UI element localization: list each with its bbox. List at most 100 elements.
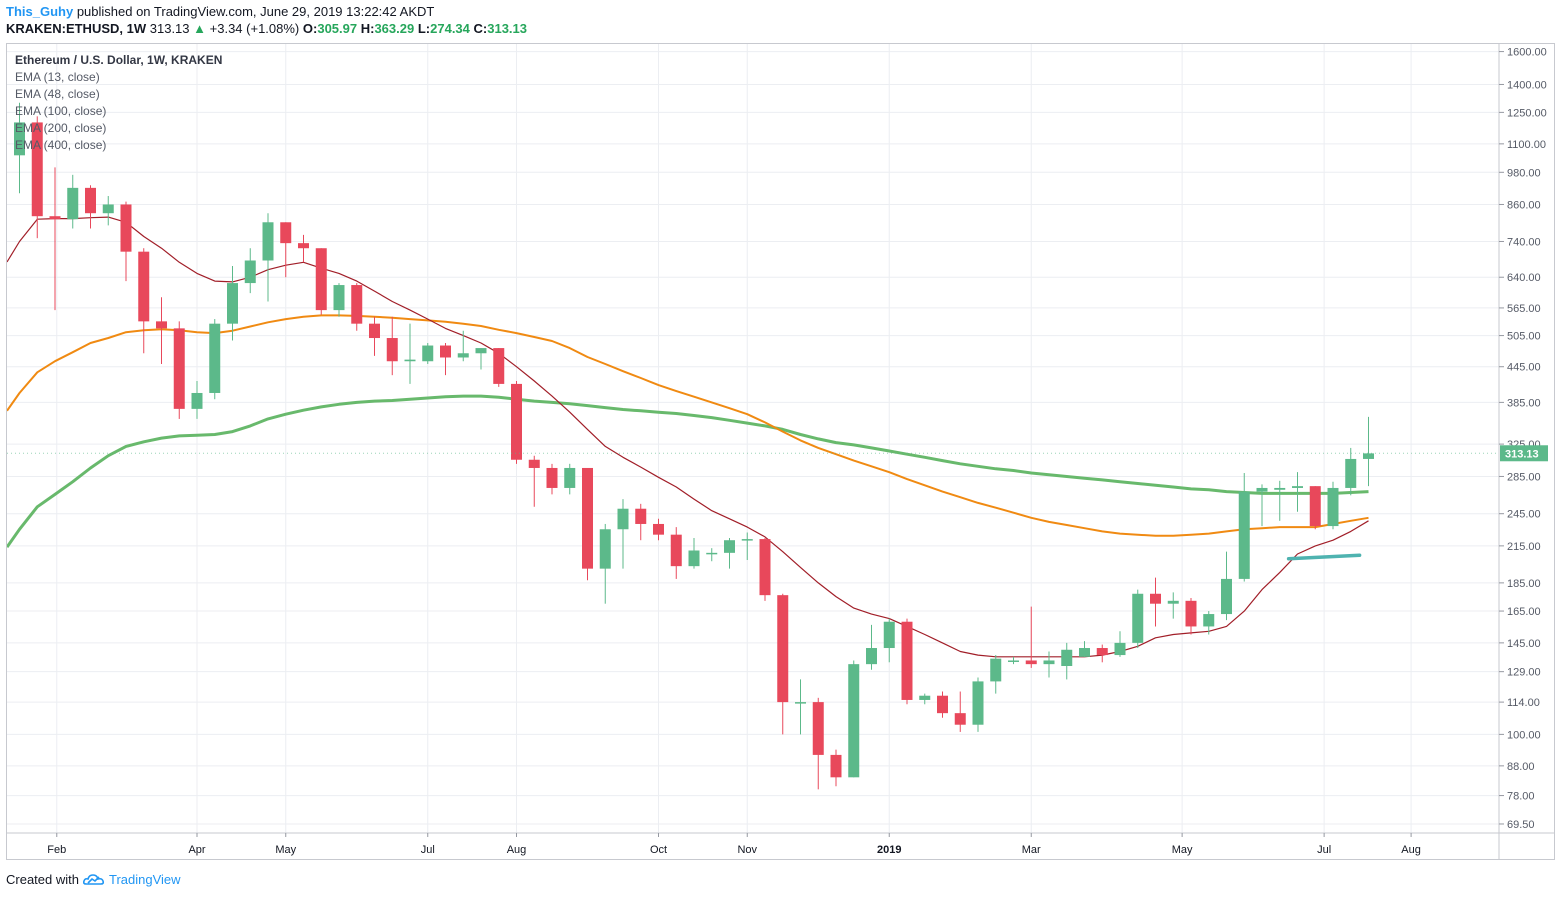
candle-body	[599, 529, 611, 569]
legend-ema-100[interactable]: EMA (100, close)	[15, 104, 107, 118]
price-axis-label: 640.00	[1507, 272, 1541, 284]
candle-body	[546, 467, 558, 488]
candle	[688, 537, 700, 569]
candle-body	[138, 251, 150, 322]
time-axis-label: May	[1172, 844, 1193, 856]
candle	[493, 348, 505, 387]
candle	[209, 319, 221, 400]
created-with-text: Created with	[6, 872, 79, 887]
open-label: O:	[302, 21, 318, 36]
candle-body	[1185, 600, 1197, 627]
candle	[1132, 589, 1144, 649]
candle-body	[617, 508, 629, 530]
candle-body	[635, 508, 647, 524]
chart-legend: Ethereum / U.S. Dollar, 1W, KRAKEN EMA (…	[15, 52, 222, 154]
candle-body	[404, 359, 416, 362]
price-axis-label: 78.00	[1507, 791, 1535, 803]
candle	[369, 316, 380, 356]
candle	[315, 248, 327, 315]
candle	[1008, 656, 1019, 665]
candle	[617, 499, 629, 569]
change-up-icon: ▲	[193, 21, 207, 36]
candle	[724, 537, 735, 569]
symbol-label: KRAKEN:ETHUSD, 1W	[6, 21, 147, 36]
ema-lines	[7, 216, 1369, 658]
price-axis-label: 565.00	[1507, 303, 1541, 315]
candle-body	[1025, 660, 1037, 665]
price-axis-label: 245.00	[1507, 509, 1541, 521]
candle	[528, 455, 540, 507]
candle-body	[191, 392, 203, 409]
change-value: +3.34 (+1.08%)	[209, 21, 300, 36]
candle	[1185, 597, 1197, 635]
candle-body	[1043, 660, 1055, 665]
candle	[173, 321, 185, 419]
candles	[14, 102, 1374, 790]
candle-body	[883, 621, 895, 649]
legend-ema-400[interactable]: EMA (400, close)	[15, 138, 107, 152]
candle	[67, 174, 79, 229]
candle	[1274, 480, 1286, 521]
legend-ema-13[interactable]: EMA (13, close)	[15, 70, 100, 84]
candle-body	[14, 122, 25, 156]
price-axis-label: 1400.00	[1507, 79, 1547, 91]
price-axis-label: 100.00	[1507, 729, 1541, 741]
candle-body	[1061, 649, 1073, 667]
legend-title: Ethereum / U.S. Dollar, 1W, KRAKEN	[15, 53, 223, 67]
candle-body	[582, 467, 593, 569]
candle-body	[333, 285, 345, 311]
candle	[741, 532, 753, 561]
candle-body	[1150, 593, 1161, 604]
candle-body	[901, 621, 913, 700]
candle	[404, 323, 416, 384]
candle	[227, 265, 238, 341]
candle-body	[298, 243, 309, 249]
candle-body	[937, 695, 948, 714]
candle	[599, 523, 611, 604]
candle-body	[1132, 593, 1144, 643]
candle-body	[209, 323, 221, 393]
candle-body	[1238, 491, 1250, 579]
candle	[440, 342, 451, 376]
legend-ema-48[interactable]: EMA (48, close)	[15, 87, 100, 101]
candle	[1150, 577, 1161, 627]
grid-lines	[7, 44, 1499, 833]
author-link[interactable]: This_Guhy	[6, 4, 74, 19]
time-axis-label: Aug	[1401, 844, 1421, 856]
candle	[759, 537, 771, 601]
low-label: L:	[417, 21, 431, 36]
tradingview-link[interactable]: TradingView	[108, 872, 181, 887]
candle	[1309, 486, 1321, 530]
legend-ema-200[interactable]: EMA (200, close)	[15, 121, 107, 135]
candle-body	[1203, 614, 1215, 627]
candle-body	[386, 338, 398, 362]
candle-body	[777, 595, 789, 703]
candle-body	[564, 467, 576, 488]
candle-body	[795, 702, 806, 704]
candle	[1327, 481, 1339, 530]
candle-body	[1114, 642, 1126, 656]
candle	[14, 102, 25, 194]
candle	[1363, 416, 1374, 487]
price-axis-label: 129.00	[1507, 667, 1541, 679]
candle-body	[1292, 486, 1303, 488]
candle-body	[724, 540, 735, 553]
high-label: H:	[360, 21, 375, 36]
candle-body	[1327, 487, 1339, 527]
candle	[901, 618, 913, 705]
candle-body	[990, 658, 1002, 682]
price-axis-label: 980.00	[1507, 167, 1541, 179]
price-axis-label: 740.00	[1507, 236, 1541, 248]
candle-body	[422, 345, 434, 362]
close-value: 313.13	[487, 21, 527, 36]
candle-body	[866, 648, 877, 665]
time-axis-label: Nov	[737, 844, 757, 856]
candle-body	[1079, 648, 1090, 657]
price-axis-label: 385.00	[1507, 397, 1541, 409]
price-axis-label: 505.00	[1507, 331, 1541, 343]
price-axis-label: 860.00	[1507, 199, 1541, 211]
candle	[883, 618, 895, 663]
candle-body	[759, 539, 771, 596]
candle-body	[85, 187, 96, 214]
